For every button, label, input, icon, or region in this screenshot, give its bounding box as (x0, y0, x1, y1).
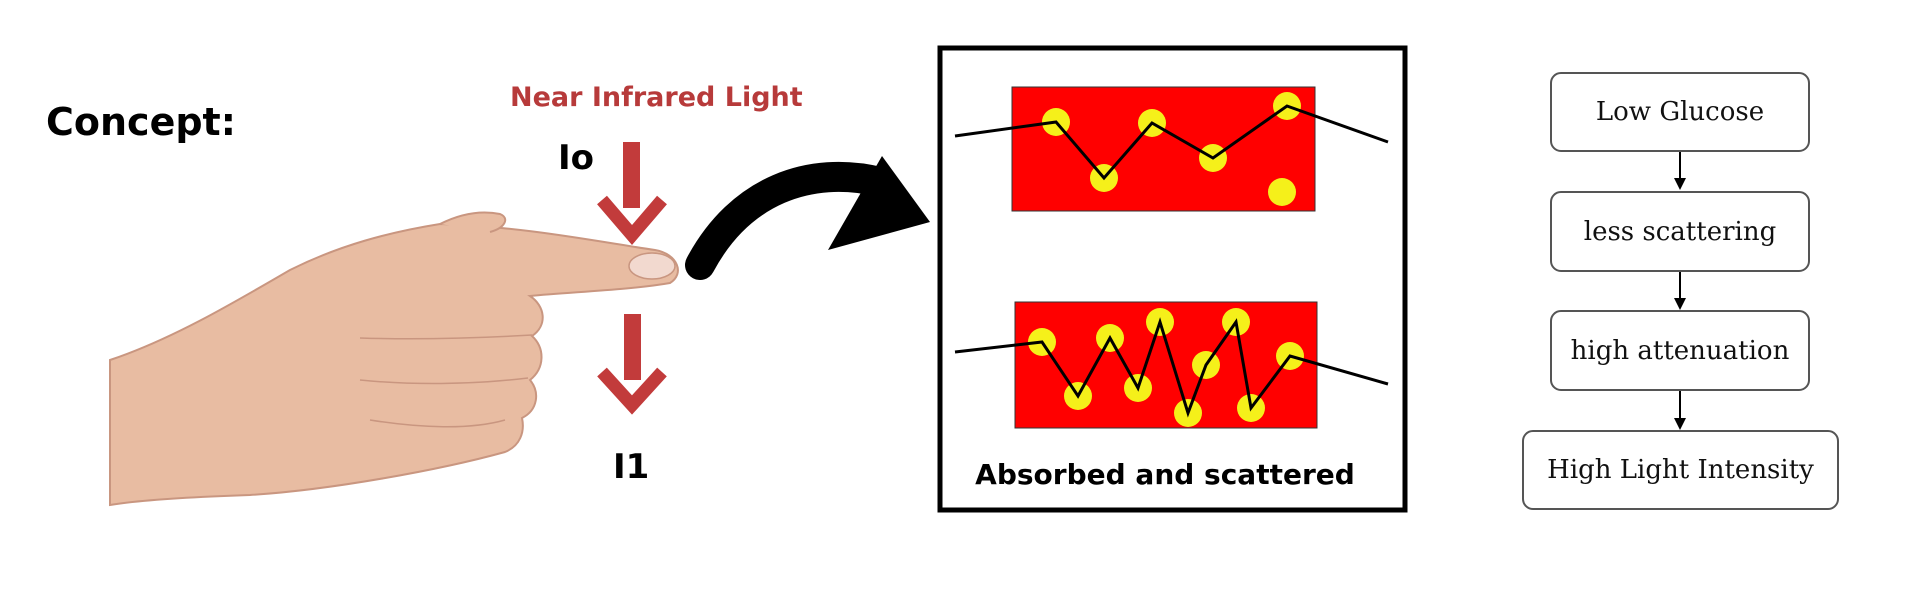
flow-step-less-scattering: less scattering (1550, 191, 1810, 272)
light-source-label: Near Infrared Light (510, 82, 803, 113)
flow-step-low-glucose: Low Glucose (1550, 72, 1810, 152)
medium-low-scatter (954, 86, 1389, 212)
scattering-caption: Absorbed and scattered (975, 458, 1355, 491)
hand-pointing-icon (109, 211, 679, 507)
transmitted-intensity-label: I1 (613, 447, 650, 487)
incident-intensity-label: Io (558, 138, 595, 178)
down-arrow-icon (597, 142, 667, 245)
flowchart-connectors (1674, 151, 1686, 430)
concept-heading: Concept: (46, 100, 236, 144)
medium-high-scatter (954, 301, 1389, 429)
flow-step-high-attenuation: high attenuation (1550, 310, 1810, 391)
flow-step-high-light-intensity: High Light Intensity (1522, 430, 1839, 510)
curved-arrow-icon (685, 156, 930, 280)
down-arrow-icon (597, 314, 667, 415)
